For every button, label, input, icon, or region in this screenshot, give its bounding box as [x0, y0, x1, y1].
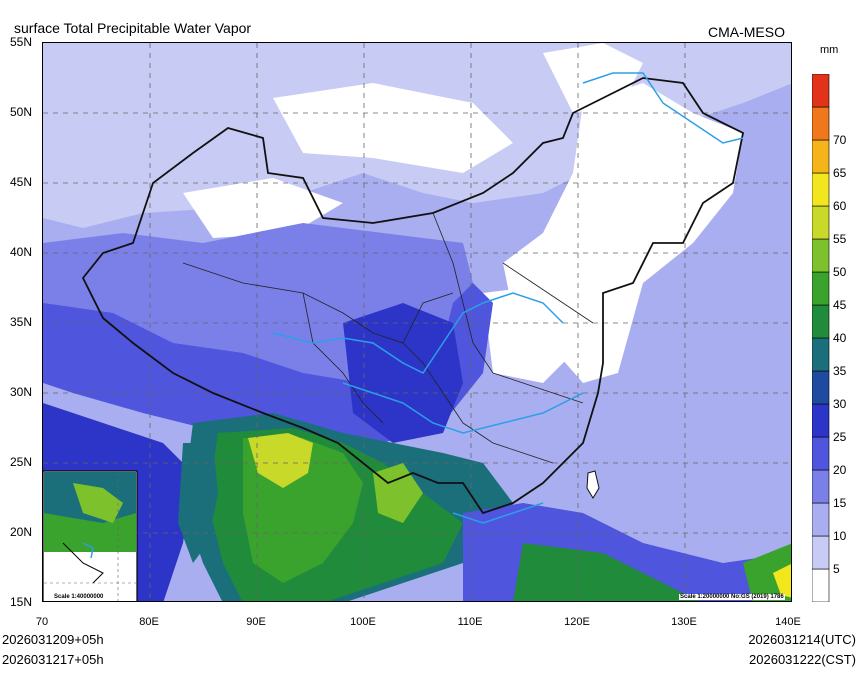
- colorbar-tick-label: 45: [833, 298, 847, 312]
- colorbar-tick-label: 65: [833, 166, 847, 180]
- province-lines: [182, 212, 594, 464]
- field-scs-green: [513, 543, 699, 601]
- lon-label-140e: 140E: [775, 616, 801, 628]
- graticule: [43, 43, 791, 601]
- lat-label-15n: 15N: [9, 595, 32, 609]
- colorbar-tick-label: 5: [833, 562, 840, 576]
- field-peak-yellow: [248, 433, 313, 488]
- lon-label-90e: 90E: [246, 616, 266, 628]
- colorbar-box: [812, 304, 830, 339]
- lat-label-20n: 20N: [9, 525, 32, 539]
- colorbar-box: [812, 74, 830, 108]
- colorbar-box: [812, 502, 830, 537]
- colorbar-box: [812, 172, 830, 207]
- lat-label-25n: 25N: [9, 455, 32, 469]
- map-scale-label: Scale 1:20000000 No:GS (2019) 1786: [679, 594, 785, 600]
- init-time-utc: 2026031209+05h: [2, 632, 104, 647]
- lon-label-130e: 130E: [671, 616, 697, 628]
- lat-label-30n: 30N: [9, 385, 32, 399]
- lat-label-55n: 55N: [9, 35, 32, 49]
- colorbar-box: [812, 403, 830, 438]
- colorbar: [812, 74, 830, 602]
- colorbar-tick-label: 10: [833, 529, 847, 543]
- model-name: CMA-MESO: [708, 24, 785, 40]
- colorbar-tick-label: 60: [833, 199, 847, 213]
- colorbar-box: [812, 205, 830, 240]
- colorbar-box: [812, 535, 830, 570]
- colorbar-box: [812, 370, 830, 405]
- init-time-cst: 2026031217+05h: [2, 652, 104, 667]
- inset-scale-label: Scale 1:40000000: [53, 594, 105, 600]
- chart-title: surface Total Precipitable Water Vapor: [14, 20, 252, 36]
- map-panel[interactable]: Scale 1:40000000 Scale 1:20000000 No:GS …: [42, 42, 792, 602]
- field-mongolia-dry: [273, 83, 513, 173]
- colorbar-box: [812, 568, 830, 602]
- colorbar-tick-label: 30: [833, 397, 847, 411]
- colorbar-tick-label: 55: [833, 232, 847, 246]
- lon-label-80e: 80E: [139, 616, 159, 628]
- field-yunnan-green: [373, 463, 423, 523]
- colorbar-tick-label: 20: [833, 463, 847, 477]
- valid-time-utc: 2026031214(UTC): [748, 632, 856, 647]
- valid-time-cst: 2026031222(CST): [749, 652, 856, 667]
- china-boundary: [81, 77, 745, 515]
- colorbar-box: [812, 271, 830, 306]
- lat-label-35n: 35N: [9, 315, 32, 329]
- colorbar-tick-label: 35: [833, 364, 847, 378]
- colorbar-box: [812, 469, 830, 504]
- inset-map: [43, 470, 138, 601]
- lat-label-40n: 40N: [9, 245, 32, 259]
- colorbar-tick-label: 40: [833, 331, 847, 345]
- field-east-yellow: [773, 564, 791, 598]
- lon-label-110e: 110E: [457, 616, 483, 628]
- colorbar-box: [812, 106, 830, 141]
- water-vapor-map: [43, 43, 791, 601]
- lon-label-120e: 120E: [564, 616, 590, 628]
- colorbar-unit: mm: [820, 44, 839, 56]
- field-sichuan-dark: [343, 303, 463, 443]
- lon-label-100e: 100E: [350, 616, 376, 628]
- field-north-china-dry: [483, 283, 583, 383]
- lon-label-70: 70: [35, 616, 49, 628]
- rivers: [272, 72, 744, 524]
- lat-label-45n: 45N: [9, 175, 32, 189]
- colorbar-tick-label: 25: [833, 430, 847, 444]
- colorbar-tick-label: 15: [833, 496, 847, 510]
- colorbar-tick-label: 50: [833, 265, 847, 279]
- colorbar-box: [812, 139, 830, 174]
- colorbar-box: [812, 337, 830, 372]
- colorbar-box: [812, 238, 830, 273]
- taiwan-island: [586, 470, 600, 499]
- colorbar-box: [812, 436, 830, 471]
- lat-label-50n: 50N: [9, 105, 32, 119]
- colorbar-tick-label: 70: [833, 133, 847, 147]
